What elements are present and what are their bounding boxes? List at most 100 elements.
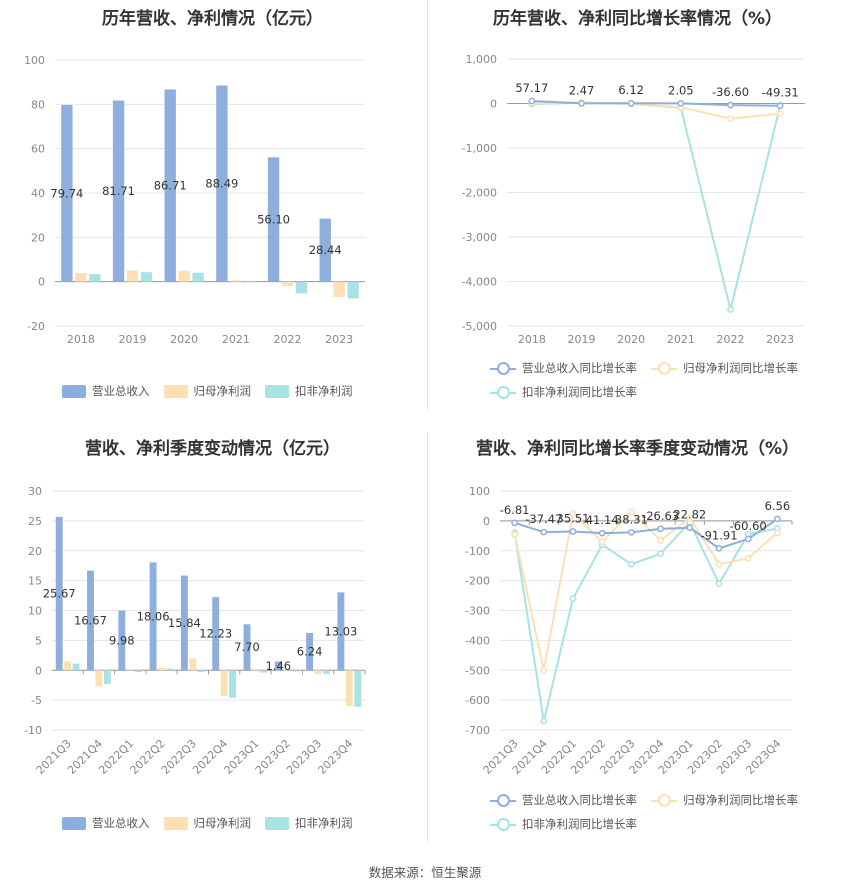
x-tick-label: 2023Q4 — [315, 737, 355, 777]
chart-legend: 营业总收入 归母净利润 扣非净利润 — [62, 815, 353, 831]
data-label: 18.06 — [137, 609, 170, 623]
x-tick-label: 2021 — [667, 333, 695, 346]
series-point — [627, 99, 635, 107]
bar — [354, 670, 362, 707]
quarterly-growth-chart: -700-600-500-400-300-200-10001002021Q320… — [465, 485, 793, 777]
legend-item-parent-net-growth[interactable]: 归母净利润同比增长率 — [651, 792, 798, 808]
y-tick-label: -600 — [465, 694, 490, 707]
data-label: 35.51 — [557, 511, 590, 525]
bar — [243, 624, 251, 671]
legend-label: 归母净利润同比增长率 — [683, 361, 798, 375]
legend-item-revenue[interactable]: 营业总收入 — [62, 815, 150, 831]
x-tick-label: 2020 — [170, 333, 198, 346]
bar — [112, 100, 125, 282]
data-label: 81.71 — [102, 184, 135, 198]
y-tick-label: -400 — [465, 634, 490, 647]
series-point — [598, 529, 606, 537]
bar — [140, 272, 153, 282]
data-label: 22.82 — [673, 508, 706, 522]
legend-item-revenue[interactable]: 营业总收入 — [62, 383, 150, 399]
bar — [180, 575, 188, 671]
series-line — [513, 510, 779, 671]
bar — [87, 570, 94, 671]
series-point — [628, 528, 635, 536]
series-point — [686, 524, 694, 532]
bar — [61, 104, 73, 282]
series-point — [528, 97, 536, 105]
series-point — [657, 536, 664, 544]
y-tick-label: -4,000 — [462, 276, 497, 289]
series-point — [677, 100, 685, 107]
bar — [178, 270, 190, 282]
legend-item-parent-net-growth[interactable]: 归母净利润同比增长率 — [651, 360, 798, 376]
legend-item-deducted-net[interactable]: 扣非净利润 — [265, 815, 353, 831]
data-label: 25.67 — [43, 587, 76, 601]
bar — [306, 632, 314, 671]
legend-swatch — [490, 817, 516, 831]
y-tick-label: 20 — [31, 231, 45, 244]
series-point — [569, 510, 577, 517]
data-label: -49.31 — [762, 86, 799, 100]
x-tick-label: 2022 — [274, 333, 302, 346]
y-tick-label: 0 — [38, 276, 45, 289]
y-tick-label: 5 — [35, 634, 42, 647]
y-tick-label: -20 — [27, 320, 45, 333]
y-tick-label: -1,000 — [462, 142, 497, 155]
y-tick-label: 100 — [24, 54, 45, 67]
chart-legend: 营业总收入同比增长率 归母净利润同比增长率 扣非净利润同比增长率 — [490, 360, 830, 400]
bar — [89, 274, 101, 282]
series-point — [540, 717, 548, 725]
data-label: 88.49 — [205, 177, 238, 191]
bar — [281, 281, 294, 286]
data-label: 6.56 — [765, 499, 791, 513]
legend-swatch — [163, 384, 188, 398]
x-tick-label: 2020 — [617, 333, 645, 346]
y-tick-label: 30 — [28, 485, 42, 498]
bar — [166, 668, 174, 671]
legend-swatch — [490, 793, 516, 807]
data-label: 2.47 — [569, 83, 595, 97]
x-tick-label: 2023 — [325, 333, 353, 346]
bar — [345, 670, 353, 707]
legend-label: 营业总收入同比增长率 — [522, 361, 637, 375]
y-tick-label: 80 — [31, 98, 45, 111]
chart-title: 营收、净利同比增长率季度变动情况（%） — [475, 439, 800, 459]
legend-item-deducted-net-growth[interactable]: 扣非净利润同比增长率 — [490, 384, 637, 400]
series-point — [744, 535, 752, 543]
bar — [95, 670, 103, 687]
legend-label: 归母净利润 — [193, 816, 252, 830]
legend-item-deducted-net[interactable]: 扣非净利润 — [265, 383, 353, 399]
series-point — [776, 102, 784, 110]
legend-label: 扣非净利润同比增长率 — [522, 385, 637, 399]
data-label: 12.23 — [199, 627, 232, 641]
legend-item-parent-net[interactable]: 归母净利润 — [163, 815, 252, 831]
bar — [260, 670, 268, 673]
series-point — [715, 560, 723, 568]
data-label: 6.12 — [618, 83, 644, 97]
y-tick-label: -300 — [465, 605, 490, 618]
y-tick-label: 40 — [31, 187, 45, 200]
series-line — [513, 520, 778, 722]
bar — [55, 516, 63, 671]
legend-swatch — [490, 385, 516, 399]
legend-swatch — [651, 361, 677, 375]
series-point — [569, 595, 577, 602]
bar — [333, 281, 345, 297]
chart-title: 营收、净利季度变动情况（亿元） — [85, 439, 340, 459]
chart-legend: 营业总收入 归母净利润 扣非净利润 — [62, 383, 353, 399]
legend-item-revenue-growth[interactable]: 营业总收入同比增长率 — [490, 360, 637, 376]
data-label: -36.60 — [712, 85, 749, 99]
legend-item-revenue-growth[interactable]: 营业总收入同比增长率 — [490, 792, 637, 808]
data-label: 2.05 — [668, 83, 694, 97]
y-tick-label: 25 — [28, 515, 42, 528]
legend-item-parent-net[interactable]: 归母净利润 — [163, 383, 251, 399]
y-tick-label: 15 — [28, 575, 42, 588]
series-point — [715, 544, 723, 552]
bar — [314, 670, 322, 674]
series-point — [744, 554, 752, 562]
legend-item-deducted-net-growth[interactable]: 扣非净利润同比增长率 — [490, 816, 637, 832]
panel-divider-top — [427, 0, 428, 410]
legend-label: 营业总收入 — [92, 816, 150, 830]
series-point — [774, 515, 781, 523]
data-label: 56.10 — [257, 212, 290, 226]
